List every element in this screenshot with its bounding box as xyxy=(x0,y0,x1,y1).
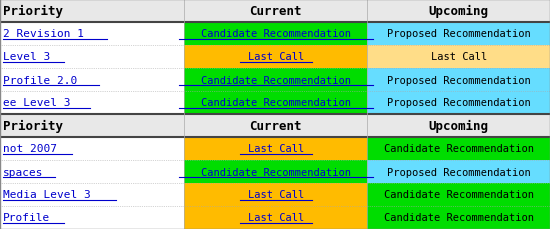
Bar xyxy=(0,114,184,137)
Text: ee Level 3: ee Level 3 xyxy=(3,98,70,108)
Bar xyxy=(367,69,550,92)
Text: Proposed Recommendation: Proposed Recommendation xyxy=(387,167,531,177)
Text: Candidate Recommendation: Candidate Recommendation xyxy=(201,75,351,85)
Bar xyxy=(367,114,550,137)
Bar xyxy=(184,183,367,206)
Text: Candidate Recommendation: Candidate Recommendation xyxy=(201,167,351,177)
Bar xyxy=(184,46,367,69)
Bar xyxy=(184,69,367,92)
Bar xyxy=(184,114,367,137)
Text: not 2007: not 2007 xyxy=(3,144,57,154)
Text: Profile 2.0: Profile 2.0 xyxy=(3,75,77,85)
Text: Media Level 3: Media Level 3 xyxy=(3,190,91,200)
Text: 2 Revision 1: 2 Revision 1 xyxy=(3,29,84,39)
Text: Proposed Recommendation: Proposed Recommendation xyxy=(387,98,531,108)
Text: Candidate Recommendation: Candidate Recommendation xyxy=(201,29,351,39)
Text: spaces: spaces xyxy=(3,167,43,177)
Bar xyxy=(0,137,184,160)
Bar xyxy=(184,23,367,46)
Text: Candidate Recommendation: Candidate Recommendation xyxy=(201,167,351,177)
Text: Last Call: Last Call xyxy=(248,52,304,62)
Bar xyxy=(367,23,550,46)
Bar xyxy=(184,160,367,183)
Text: Last Call: Last Call xyxy=(248,190,304,200)
Bar xyxy=(367,0,550,23)
Text: Proposed Recommendation: Proposed Recommendation xyxy=(387,75,531,85)
Text: Proposed Recommendation: Proposed Recommendation xyxy=(387,29,531,39)
Bar xyxy=(0,206,184,229)
Text: 2 Revision 1: 2 Revision 1 xyxy=(3,29,84,39)
Text: Last Call: Last Call xyxy=(248,144,304,154)
Text: Candidate Recommendation: Candidate Recommendation xyxy=(201,98,351,108)
Bar xyxy=(0,160,184,183)
Text: Last Call: Last Call xyxy=(248,144,304,154)
Text: Upcoming: Upcoming xyxy=(428,120,489,132)
Text: Profile: Profile xyxy=(3,213,50,223)
Bar xyxy=(0,69,184,92)
Text: Profile 2.0: Profile 2.0 xyxy=(3,75,77,85)
Text: Last Call: Last Call xyxy=(248,190,304,200)
Text: spaces: spaces xyxy=(3,167,43,177)
Text: Last Call: Last Call xyxy=(248,213,304,223)
Text: ee Level 3: ee Level 3 xyxy=(3,98,70,108)
Text: Current: Current xyxy=(250,5,302,18)
Bar xyxy=(367,206,550,229)
Text: Level 3: Level 3 xyxy=(3,52,50,62)
Bar xyxy=(367,92,550,114)
Text: Priority: Priority xyxy=(3,120,63,132)
Text: Last Call: Last Call xyxy=(248,213,304,223)
Bar xyxy=(0,46,184,69)
Bar xyxy=(367,137,550,160)
Text: not 2007: not 2007 xyxy=(3,144,57,154)
Bar xyxy=(0,92,184,114)
Text: Upcoming: Upcoming xyxy=(428,5,489,18)
Text: Level 3: Level 3 xyxy=(3,52,50,62)
Bar xyxy=(0,23,184,46)
Text: Priority: Priority xyxy=(3,5,63,18)
Bar xyxy=(0,183,184,206)
Text: Last Call: Last Call xyxy=(248,52,304,62)
Bar xyxy=(184,0,367,23)
Bar xyxy=(184,206,367,229)
Bar xyxy=(367,183,550,206)
Text: Candidate Recommendation: Candidate Recommendation xyxy=(384,144,534,154)
Text: Candidate Recommendation: Candidate Recommendation xyxy=(384,190,534,200)
Text: Candidate Recommendation: Candidate Recommendation xyxy=(384,213,534,223)
Bar xyxy=(0,0,184,23)
Text: Candidate Recommendation: Candidate Recommendation xyxy=(201,98,351,108)
Text: Profile: Profile xyxy=(3,213,50,223)
Bar xyxy=(367,160,550,183)
Bar xyxy=(184,92,367,114)
Text: Media Level 3: Media Level 3 xyxy=(3,190,91,200)
Bar xyxy=(184,137,367,160)
Text: Candidate Recommendation: Candidate Recommendation xyxy=(201,75,351,85)
Text: Last Call: Last Call xyxy=(431,52,487,62)
Text: Current: Current xyxy=(250,120,302,132)
Text: Candidate Recommendation: Candidate Recommendation xyxy=(201,29,351,39)
Bar xyxy=(367,46,550,69)
